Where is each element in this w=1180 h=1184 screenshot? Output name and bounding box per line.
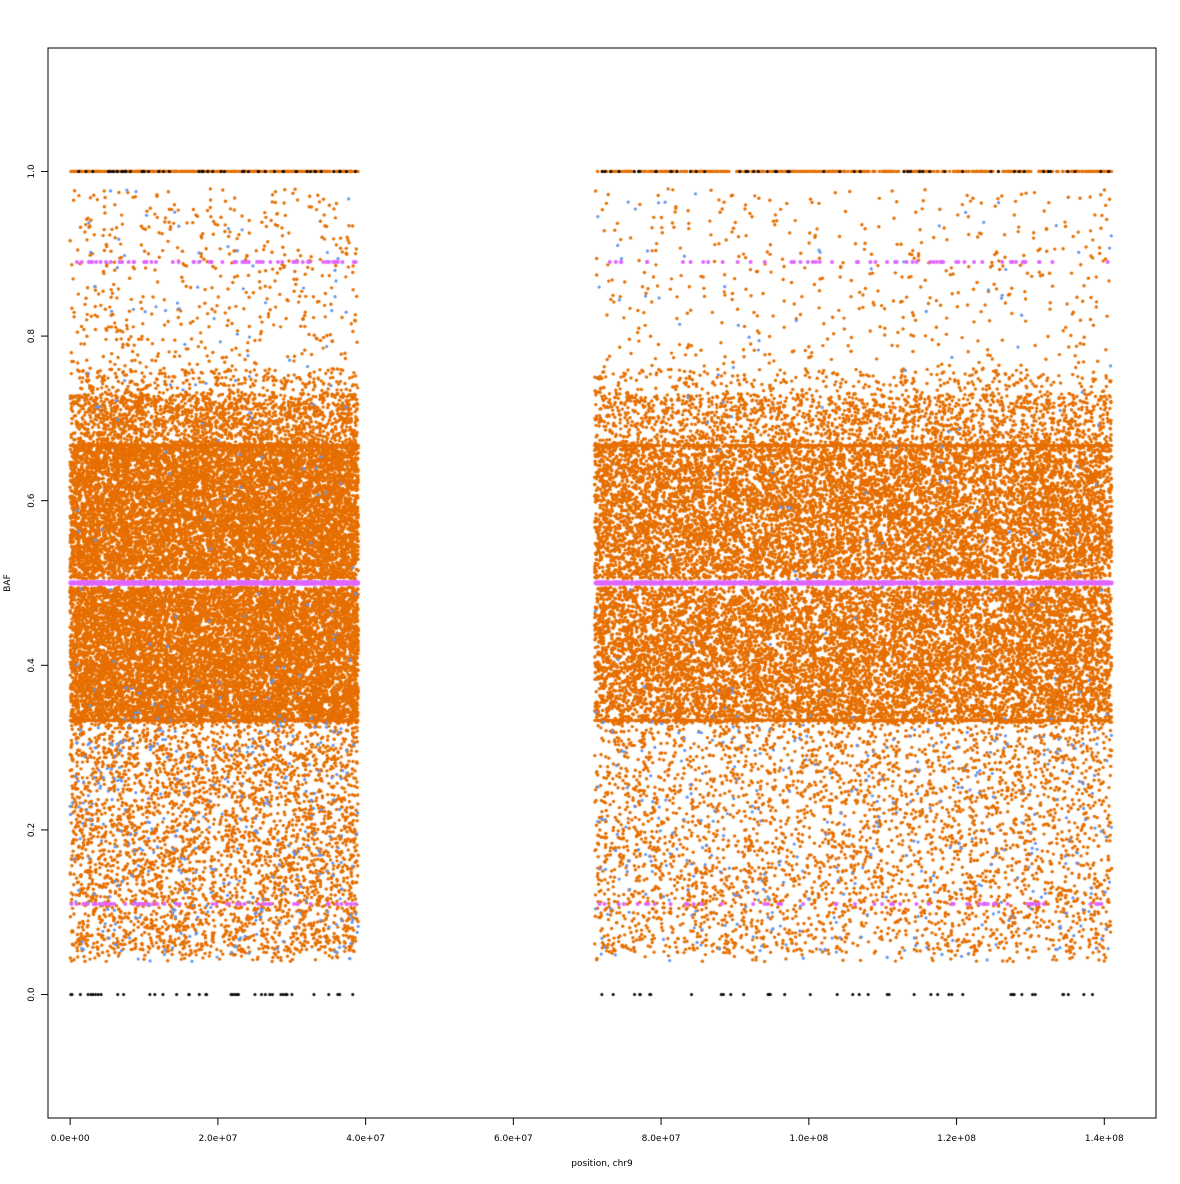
- points-layer: [48, 48, 1156, 1118]
- y-tick-label: 0.0: [27, 987, 37, 1002]
- x-axis-label: position, chr9: [571, 1159, 633, 1169]
- y-tick-label: 0.8: [27, 329, 37, 344]
- y-tick-label: 0.2: [27, 823, 37, 837]
- y-axis: 0.0 0.2 0.4 0.6 0.8 1.0: [27, 164, 49, 1002]
- x-tick-label: 8.0e+07: [642, 1134, 681, 1144]
- x-tick-label: 6.0e+07: [494, 1134, 533, 1144]
- x-tick-label: 1.4e+08: [1085, 1134, 1124, 1144]
- scatter-points: [48, 48, 1156, 1118]
- x-tick-label: 0.0e+00: [51, 1134, 90, 1144]
- x-tick-label: 1.2e+08: [937, 1134, 976, 1144]
- x-tick-label: 4.0e+07: [346, 1134, 385, 1144]
- y-tick-label: 0.4: [27, 658, 37, 673]
- y-tick-label: 0.6: [27, 493, 37, 508]
- y-axis-label: BAF: [3, 574, 13, 592]
- x-tick-label: 2.0e+07: [198, 1134, 237, 1144]
- x-tick-label: 1.0e+08: [789, 1134, 828, 1144]
- y-tick-label: 1.0: [27, 164, 37, 179]
- x-axis: 0.0e+00 2.0e+07 4.0e+07 6.0e+07 8.0e+07 1.0e+…: [51, 1117, 1124, 1144]
